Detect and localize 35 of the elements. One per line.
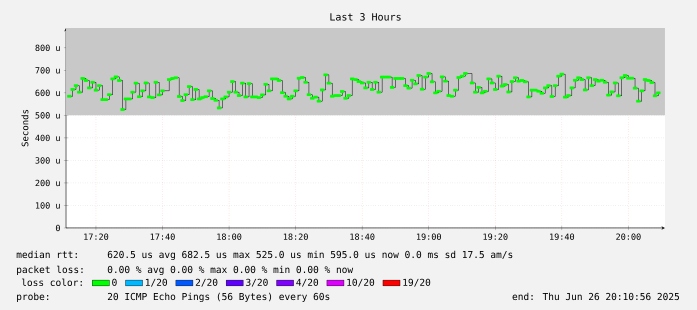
legend-label: 19/20 (403, 278, 430, 287)
legend-title: loss color: (22, 278, 82, 286)
text: 0.00 % avg 0.00 % max 0.00 % min 0.00 % now (108, 266, 354, 276)
x-tick-label: 19:20 (484, 233, 508, 240)
x-tick-label: 18:00 (217, 233, 242, 240)
y-tick-label: 200 u (36, 180, 60, 186)
chart-title: Last 3 Hours (330, 13, 401, 21)
text: probe: (17, 292, 48, 302)
x-tick-label: 19:40 (550, 233, 574, 240)
y-tick-label: 0 (56, 224, 60, 232)
y-tick-label: 300 u (35, 157, 60, 164)
y-tick-label: 500 u (36, 112, 60, 119)
y-tick-label: 800 u (35, 44, 60, 52)
text: packet loss: (17, 266, 83, 275)
legend-label: 4/20 (296, 278, 318, 287)
y-tick-label: 400 u (35, 134, 60, 142)
x-tick-label: 17:20 (84, 233, 108, 240)
text: end: Thu Jun 26 20:10:56 2025 (512, 292, 680, 300)
x-tick-label: 20:00 (616, 233, 641, 240)
y-axis-title: Seconds (21, 110, 28, 146)
text: 20 ICMP Echo Pings (56 Bytes) every 60s (108, 292, 330, 302)
y-tick-label: 100 u (36, 202, 60, 209)
x-tick-label: 17:40 (150, 233, 175, 240)
legend-label: 3/20 (246, 278, 268, 287)
y-tick-label: 600 u (35, 90, 60, 96)
legend-label: 10/20 (347, 278, 374, 287)
text: 620.5 us avg 682.5 us max 525.0 us min 595.0 us now 0.0 ms sd 17.5 am/s (108, 250, 512, 260)
legend-label: 0 (112, 278, 117, 286)
x-tick-label: 19:00 (416, 233, 441, 240)
x-tick-label: 18:20 (284, 233, 308, 240)
text: median rtt: (16, 250, 77, 258)
y-tick-label: 700 u (36, 67, 60, 74)
x-tick-label: 18:40 (350, 233, 374, 240)
legend-label: 1/20 (146, 278, 168, 287)
legend-label: 2/20 (196, 278, 218, 287)
